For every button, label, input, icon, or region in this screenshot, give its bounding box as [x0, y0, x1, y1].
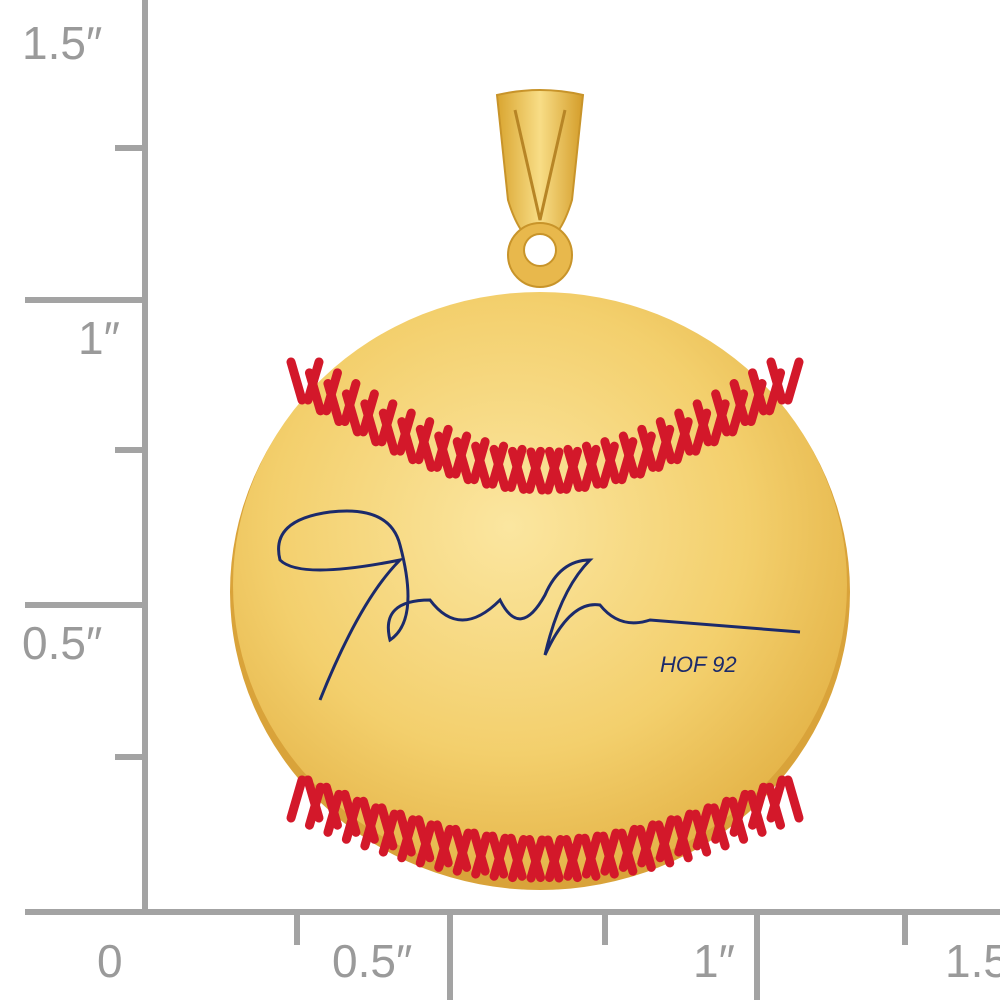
stitch [618, 824, 639, 872]
stitch [637, 424, 658, 472]
stitch [397, 815, 418, 863]
stitch [378, 809, 399, 857]
ruler-label-1in: 1″ [78, 312, 120, 364]
stitch [286, 775, 307, 823]
stitch [397, 417, 418, 465]
ruler-label-0-5in-x: 0.5″ [332, 935, 413, 987]
stitch [581, 831, 602, 879]
stitch [286, 357, 307, 405]
ruler-label-1-5in: 1.5″ [22, 17, 103, 69]
stitch [783, 775, 804, 823]
stitch [360, 399, 381, 447]
stitch [526, 447, 547, 495]
stitch [323, 789, 344, 837]
stitch [692, 399, 713, 447]
stitch [415, 424, 436, 472]
stitch [581, 441, 602, 489]
stitch [508, 446, 529, 494]
stitch [618, 431, 639, 479]
ruler-label-0: 0 [97, 935, 123, 987]
stitch [508, 835, 529, 883]
stitch [655, 815, 676, 863]
ruler-label-1in-x: 1″ [693, 935, 735, 987]
stitch [489, 444, 510, 492]
stitch [452, 828, 473, 876]
ruler-label-0-5in: 0.5″ [22, 617, 103, 669]
stitch [674, 809, 695, 857]
stitch [341, 389, 362, 437]
stitch [341, 796, 362, 844]
ruler [25, 0, 1000, 1000]
stitch [489, 833, 510, 881]
stitch [471, 831, 492, 879]
stitch [783, 357, 804, 405]
engraving-text: HOF 92 [660, 652, 737, 677]
stitch [655, 417, 676, 465]
stitch [748, 782, 769, 830]
stitch [434, 824, 455, 872]
stitch [471, 441, 492, 489]
stitch [452, 437, 473, 485]
stitch [563, 833, 584, 881]
stitch [748, 368, 769, 416]
baseball-stitches [286, 357, 804, 883]
stitch [304, 368, 325, 416]
pendant-bail [495, 89, 585, 288]
stitch [600, 437, 621, 485]
stitch [692, 803, 713, 851]
signature [277, 509, 801, 701]
ruler-label-1-5in-x: 1.5 [945, 935, 1000, 987]
stitch [304, 782, 325, 830]
stitch [729, 379, 750, 427]
stitch [360, 803, 381, 851]
stitch [637, 820, 658, 868]
stitch [563, 444, 584, 492]
stitch [711, 796, 732, 844]
stitch [674, 408, 695, 456]
stitch [526, 835, 547, 883]
stitch [766, 775, 787, 823]
stitch [766, 357, 787, 405]
stitch [711, 389, 732, 437]
stitch [600, 828, 621, 876]
stitch [415, 820, 436, 868]
stitch [729, 789, 750, 837]
stitch [378, 408, 399, 456]
stitch [544, 835, 565, 883]
stitch [323, 379, 344, 427]
stitch [544, 446, 565, 494]
baseball-pendant: HOF 92 [230, 292, 850, 890]
stitch [434, 431, 455, 479]
